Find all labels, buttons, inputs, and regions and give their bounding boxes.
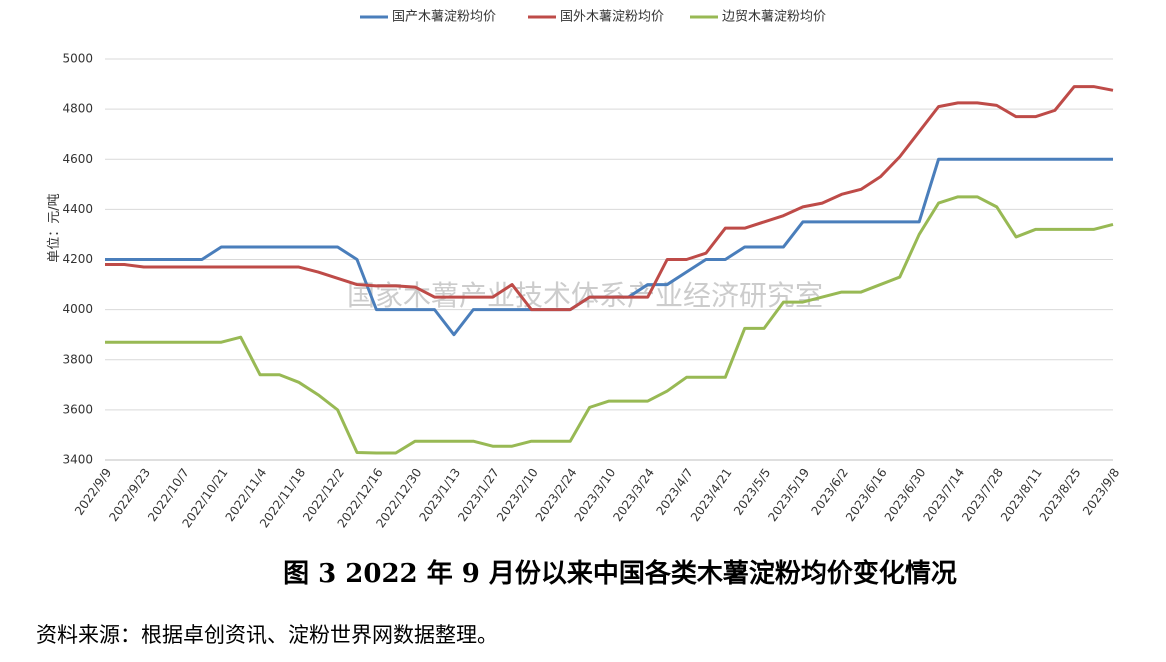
y-tick-label: 4200 xyxy=(62,252,93,266)
y-tick-label: 5000 xyxy=(62,52,93,66)
y-tick-label: 3600 xyxy=(62,402,93,416)
x-tick-label: 2023/4/7 xyxy=(653,466,695,518)
y-tick-label: 4400 xyxy=(62,202,93,216)
y-tick-label: 3400 xyxy=(62,453,93,467)
legend-label: 边贸木薯淀粉均价 xyxy=(722,10,826,25)
x-tick-label: 2023/9/8 xyxy=(1080,466,1122,518)
y-tick-label: 4800 xyxy=(62,102,93,116)
line-series xyxy=(105,85,1114,312)
legend-label: 国外木薯淀粉均价 xyxy=(560,10,664,25)
legend-label: 国产木薯淀粉均价 xyxy=(392,10,496,25)
watermark: 国家木薯产业技术体系产业经济研究室 xyxy=(347,279,823,312)
y-tick-label: 4000 xyxy=(62,302,93,316)
caption: 图 3 2022 年 9 月份以来中国各类木薯淀粉均价变化情况 xyxy=(283,558,957,589)
y-axis-label: 单位：元/吨 xyxy=(47,193,62,262)
x-tick-label: 2023/5/5 xyxy=(731,466,773,518)
y-tick-label: 4600 xyxy=(62,152,93,166)
x-tick-label: 2022/9/9 xyxy=(72,466,114,518)
line-series xyxy=(105,195,1114,455)
x-tick-label: 2023/6/2 xyxy=(809,466,851,518)
source: 资料来源：根据卓创资讯、淀粉世界网数据整理。 xyxy=(36,623,498,647)
y-tick-label: 3800 xyxy=(62,352,93,366)
